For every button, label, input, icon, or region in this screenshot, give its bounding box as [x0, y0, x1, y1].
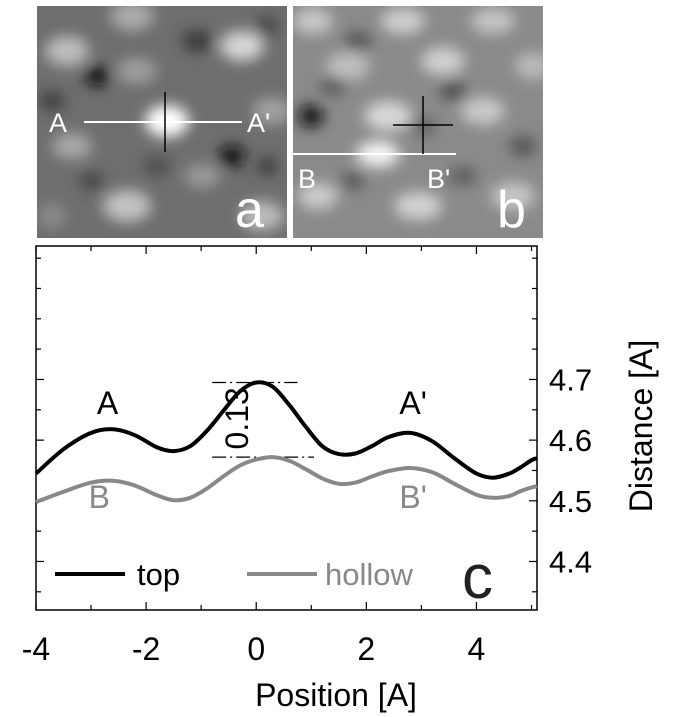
annotation-label: A [97, 385, 119, 421]
annotation-label: B [89, 479, 110, 515]
legend-label-hollow: hollow [325, 557, 413, 592]
series-lines [34, 380, 538, 504]
annotation-label: A' [399, 385, 426, 421]
plot-frame [35, 245, 538, 611]
x-axis-label: Position [A] [255, 677, 417, 713]
x-tick-label: -2 [132, 631, 160, 667]
legend-label-top: top [137, 557, 180, 592]
x-tick-label: 4 [468, 631, 486, 667]
series-line-hollow [35, 455, 538, 504]
y-tick-label: 4.4 [549, 544, 592, 579]
line-start-label: B [298, 164, 317, 194]
y-tick-label: 4.6 [549, 423, 592, 458]
annotation-label: 0.13 [219, 387, 255, 449]
line-end-label: B' [427, 164, 451, 194]
y-tick-label: 4.7 [549, 362, 592, 397]
x-tick-label: -4 [22, 631, 50, 667]
stm-image-a [37, 6, 287, 238]
y-axis-label: Distance [A] [623, 340, 659, 513]
annotation-label: B' [399, 479, 426, 515]
legend: top hollow [55, 557, 413, 592]
y-tick-label: 4.5 [549, 484, 592, 519]
panel-letter-c: c [462, 543, 493, 612]
image-panel-b: B B' b [293, 6, 543, 238]
stm-image-b [293, 6, 543, 238]
x-tick-label: 0 [247, 631, 265, 667]
x-tick-label: 2 [357, 631, 375, 667]
line-start-label: A [49, 108, 68, 138]
line-end-label: A' [247, 108, 271, 138]
panel-letter-b: b [497, 181, 526, 238]
annotations: A A' B B' 0.13 [89, 385, 427, 515]
panel-letter-a: a [235, 181, 264, 238]
series-line-top [34, 380, 538, 480]
image-panel-a: A A' a [37, 6, 287, 238]
axes: -4 -2 0 2 4 4.4 4.5 4.6 4.7 [22, 246, 592, 667]
